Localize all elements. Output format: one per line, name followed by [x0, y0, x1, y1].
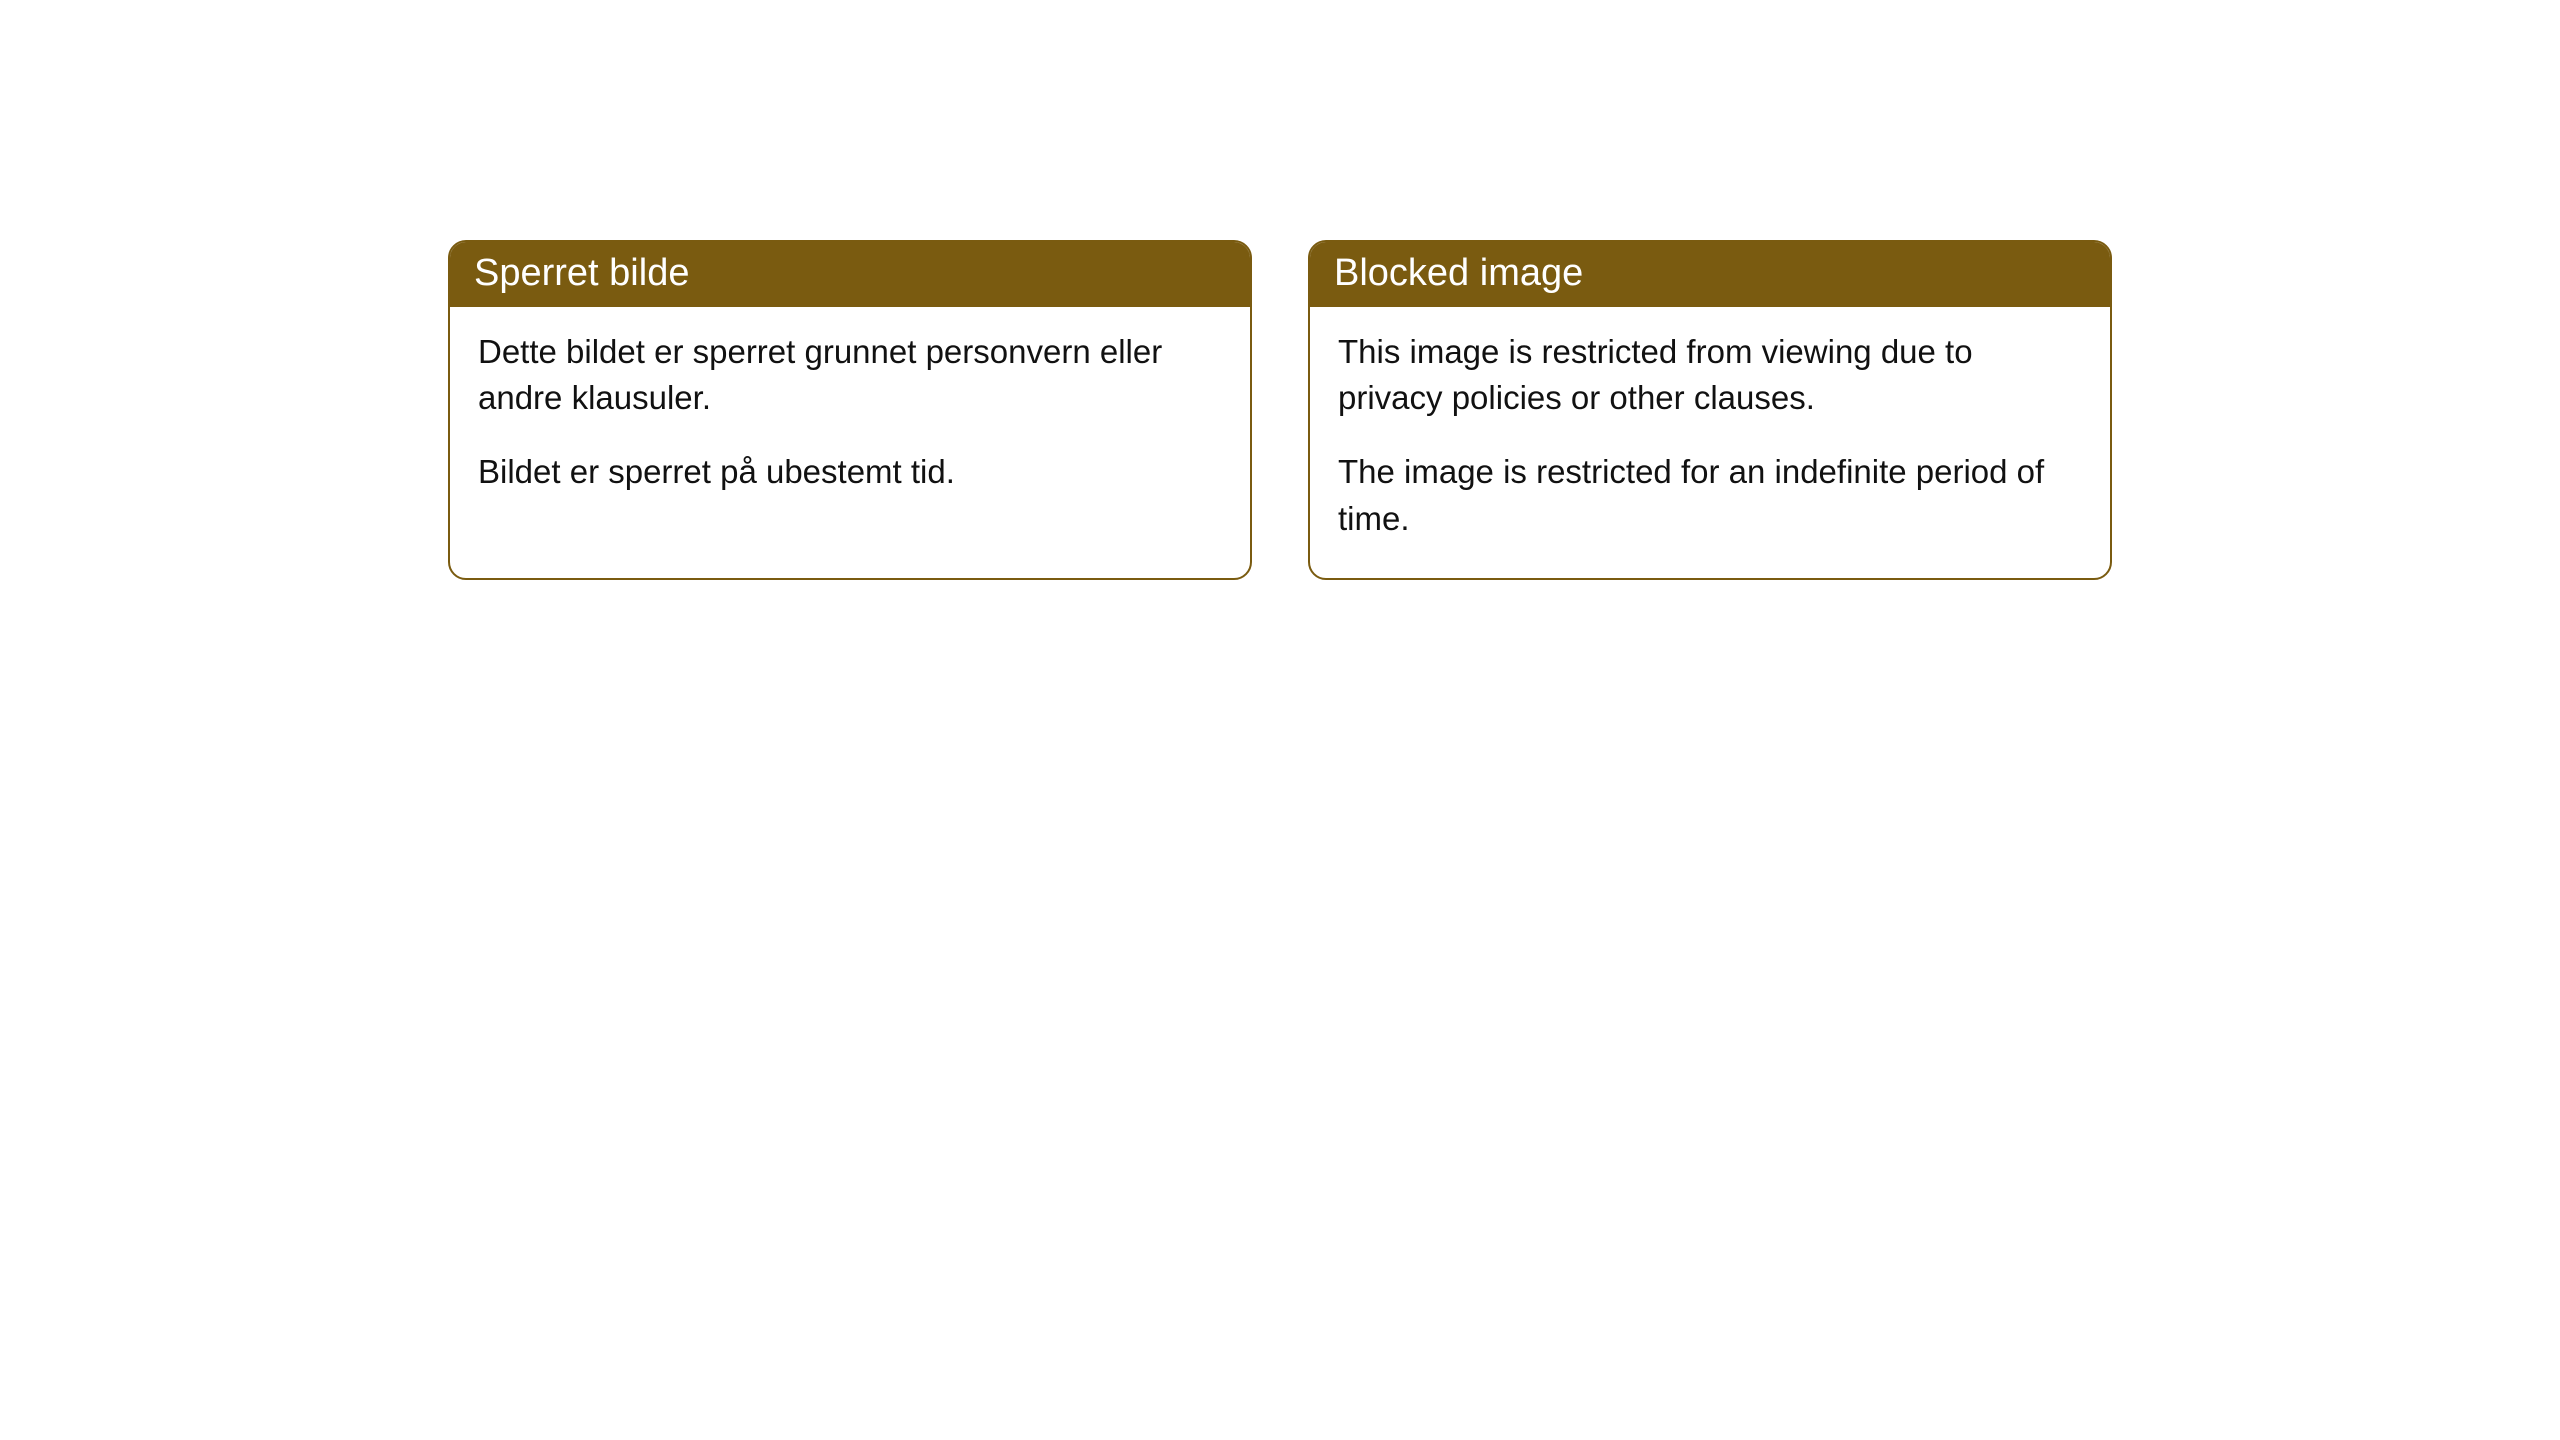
notice-card-norwegian: Sperret bilde Dette bildet er sperret gr…: [448, 240, 1252, 580]
card-body: This image is restricted from viewing du…: [1310, 307, 2110, 578]
card-paragraph: The image is restricted for an indefinit…: [1338, 449, 2082, 541]
card-header: Blocked image: [1310, 242, 2110, 307]
card-paragraph: This image is restricted from viewing du…: [1338, 329, 2082, 421]
card-body: Dette bildet er sperret grunnet personve…: [450, 307, 1250, 532]
card-paragraph: Bildet er sperret på ubestemt tid.: [478, 449, 1222, 495]
notice-cards-container: Sperret bilde Dette bildet er sperret gr…: [448, 240, 2560, 580]
card-header: Sperret bilde: [450, 242, 1250, 307]
notice-card-english: Blocked image This image is restricted f…: [1308, 240, 2112, 580]
card-paragraph: Dette bildet er sperret grunnet personve…: [478, 329, 1222, 421]
